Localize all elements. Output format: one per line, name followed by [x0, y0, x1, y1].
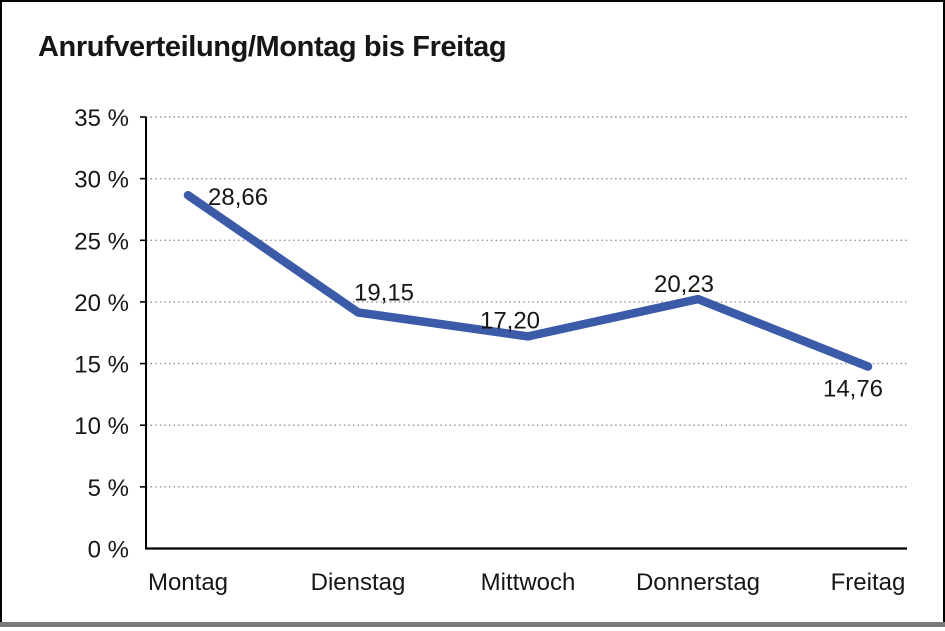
y-tick-label: 30 % — [74, 167, 129, 194]
chart-title: Anrufverteilung/Montag bis Freitag — [38, 31, 507, 63]
frame-border-top — [0, 0, 945, 2]
data-point-label: 28,66 — [208, 184, 268, 211]
y-tick-label: 0 % — [88, 537, 129, 564]
x-axis-label: Mittwoch — [481, 569, 576, 596]
frame-border-left — [0, 0, 2, 627]
y-tick-label: 10 % — [74, 413, 129, 440]
data-point-label: 14,76 — [823, 376, 883, 403]
x-axis-label: Montag — [148, 569, 228, 596]
y-tick-label: 35 % — [74, 105, 129, 132]
data-point-label: 17,20 — [480, 307, 540, 334]
data-point-label: 19,15 — [354, 279, 414, 306]
frame-border-right — [943, 0, 945, 627]
x-axis-label: Dienstag — [311, 569, 406, 596]
data-point-label: 20,23 — [654, 271, 714, 298]
y-tick-label: 5 % — [88, 475, 129, 502]
x-axis-label: Donnerstag — [636, 569, 760, 596]
frame-border-bottom — [0, 622, 945, 627]
y-tick-label: 25 % — [74, 228, 129, 255]
y-tick-label: 15 % — [74, 352, 129, 379]
series-line — [183, 190, 873, 371]
x-axis-label: Freitag — [831, 569, 906, 596]
y-tick-label: 20 % — [74, 290, 129, 317]
